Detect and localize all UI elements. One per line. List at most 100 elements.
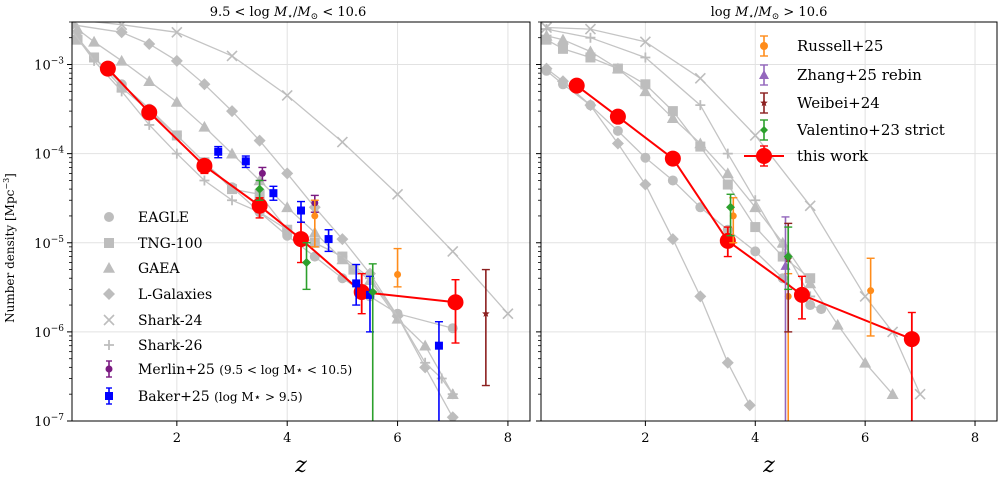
- data-point: [719, 232, 736, 249]
- legend-item: Valentino+23 strict: [760, 119, 945, 141]
- data-point: [722, 179, 733, 190]
- series-line: [72, 24, 454, 418]
- panel-left: 2 4 6 8 10−7 10−6 10−5 10−4 10−3: [34, 21, 531, 446]
- data-point: [241, 157, 250, 166]
- data-point: [115, 54, 128, 66]
- data-point: [694, 72, 706, 84]
- data-point: [611, 62, 624, 74]
- data-point: [253, 134, 266, 147]
- data-point: [750, 195, 761, 206]
- data-point: [541, 62, 553, 75]
- data-point: [116, 86, 127, 97]
- legend-marker: [760, 99, 768, 107]
- data-point: [336, 233, 349, 246]
- legend-item: Russell+25: [760, 35, 883, 57]
- data-point: [348, 264, 359, 275]
- data-point: [88, 35, 101, 47]
- series-line: [546, 28, 811, 297]
- data-point: [226, 147, 239, 159]
- data-point: [584, 45, 597, 57]
- data-point: [611, 137, 624, 150]
- legend-item: Shark-24: [103, 313, 203, 329]
- data-point: [914, 388, 926, 400]
- data-point: [640, 152, 651, 163]
- data-point: [392, 188, 404, 200]
- data-point: [311, 212, 319, 220]
- legend-label: Valentino+23 strict: [796, 121, 945, 139]
- data-point: [368, 287, 378, 297]
- data-point: [198, 120, 211, 132]
- series-weibei24: [481, 268, 490, 387]
- data-point: [141, 104, 158, 121]
- data-point: [447, 389, 458, 400]
- series-this: [568, 77, 920, 421]
- data-point: [394, 271, 402, 279]
- data-point: [667, 106, 678, 117]
- data-point: [721, 356, 734, 369]
- data-point: [666, 233, 679, 246]
- data-point: [557, 43, 568, 54]
- data-point: [297, 206, 305, 215]
- legend-label: Weibei+24: [797, 94, 880, 112]
- series-gaea: [541, 29, 899, 399]
- x-tick-label-4: 4: [751, 431, 759, 446]
- legend-marker: [760, 126, 768, 134]
- legend-marker: [103, 314, 115, 326]
- data-point: [281, 167, 294, 180]
- legend-marker: [105, 392, 113, 400]
- series-valentino23: [255, 179, 378, 421]
- data-point: [750, 222, 761, 233]
- legend-left: EAGLE TNG-100 GAEA L-Galaxies Shark-24 Shark-…: [103, 210, 352, 405]
- data-point: [89, 55, 100, 66]
- series-eagle: [72, 32, 458, 334]
- legend-item: GAEA: [103, 261, 181, 277]
- data-point: [281, 201, 294, 213]
- x-tick-label-6: 6: [861, 431, 869, 446]
- data-point: [365, 290, 374, 299]
- data-point: [667, 175, 678, 186]
- data-point: [639, 36, 651, 48]
- data-point: [694, 137, 707, 149]
- series-this: [99, 60, 464, 344]
- data-point: [143, 75, 156, 86]
- series-eagle: [541, 65, 827, 315]
- data-point: [446, 411, 459, 421]
- data-point: [639, 85, 652, 97]
- grid-right: [541, 22, 997, 422]
- series-baker25: [214, 145, 443, 421]
- data-point: [72, 25, 77, 36]
- data-point: [420, 357, 431, 368]
- data-point: [585, 52, 596, 63]
- legend-marker: [104, 238, 114, 248]
- data-point: [392, 311, 403, 322]
- legend-marker: [103, 262, 115, 273]
- legend-item: L-Galaxies: [103, 287, 212, 303]
- series-line: [546, 68, 751, 406]
- y-tick-label--6: 10−6: [34, 324, 64, 341]
- series-line: [576, 84, 913, 341]
- series-valentino23: [726, 193, 793, 291]
- data-point: [777, 251, 788, 262]
- data-point: [302, 258, 312, 268]
- x-tick-label-8: 8: [971, 431, 979, 446]
- legend-label: Baker+25 (log M⋆ > 9.5): [138, 389, 303, 405]
- data-point: [226, 50, 238, 62]
- series-line: [77, 28, 454, 395]
- y-axis-label: Number density [Mpc−3]: [2, 173, 17, 323]
- legend-label: L-Galaxies: [138, 287, 212, 303]
- axes-frame-left: [71, 21, 531, 422]
- data-point: [251, 197, 268, 214]
- data-point: [447, 294, 464, 311]
- legend-item: Merlin+25 (9.5 < log M⋆ < 10.5): [105, 360, 352, 378]
- data-point: [722, 148, 733, 159]
- y-tick-label--5: 10−5: [34, 235, 64, 252]
- legend-label: Russell+25: [797, 37, 883, 55]
- data-point: [72, 34, 83, 45]
- data-point: [99, 60, 116, 77]
- legend-marker: [103, 288, 115, 300]
- data-point: [434, 341, 443, 350]
- data-point: [568, 77, 585, 94]
- data-point: [886, 388, 899, 399]
- data-point: [859, 356, 872, 368]
- series-shark26: [541, 24, 816, 302]
